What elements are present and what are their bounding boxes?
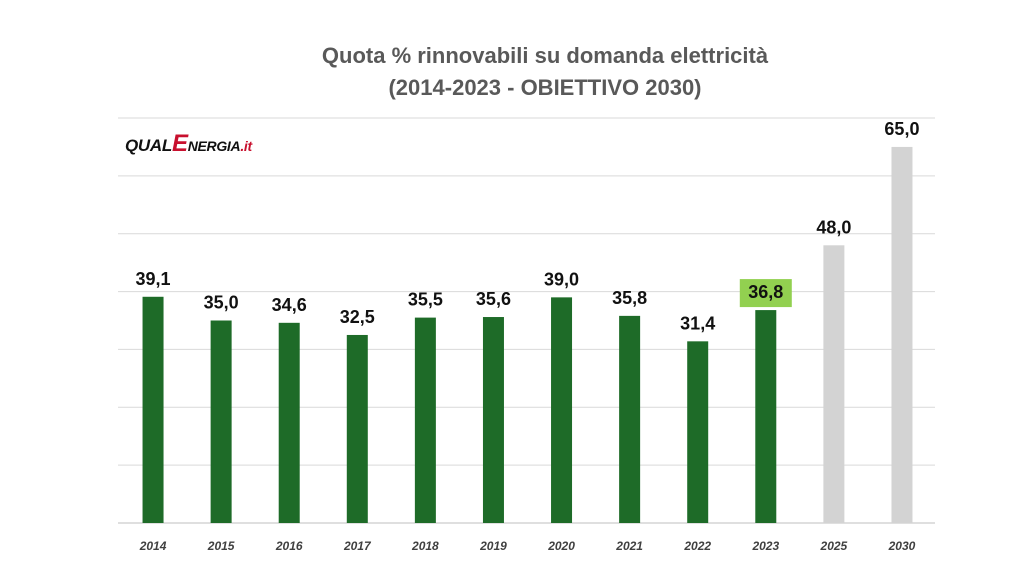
value-label-2019: 35,6 [476, 289, 511, 309]
x-tick-label-2020: 2020 [547, 539, 575, 553]
chart-title-line2: (2014-2023 - OBIETTIVO 2030) [388, 75, 702, 100]
value-label-2016: 34,6 [272, 295, 307, 315]
value-label-2021: 35,8 [612, 288, 647, 308]
bar-2014 [142, 296, 164, 523]
x-tick-label-2018: 2018 [411, 539, 439, 553]
bar-2023 [755, 310, 777, 523]
x-tick-label-2023: 2023 [751, 539, 779, 553]
value-label-2025: 48,0 [816, 217, 851, 237]
bar-2021 [619, 315, 641, 523]
x-tick-label-2030: 2030 [888, 539, 916, 553]
value-label-highlight-bg [739, 279, 792, 308]
qualenergia-logo: QUALENERGIA.it [125, 130, 252, 157]
chart-title-line1: Quota % rinnovabili su domanda elettrici… [321, 43, 769, 68]
value-label-2015: 35,0 [204, 293, 239, 313]
x-tick-label-2022: 2022 [683, 539, 711, 553]
bar-2030 [891, 146, 913, 523]
bar-2018 [414, 317, 436, 523]
bar-2015 [210, 320, 232, 523]
bar-2025 [823, 245, 845, 524]
value-label-2020: 39,0 [544, 269, 579, 289]
x-tick-label-2015: 2015 [207, 539, 235, 553]
value-label-2018: 35,5 [408, 290, 443, 310]
x-tick-label-2014: 2014 [139, 539, 167, 553]
bar-2016 [278, 322, 300, 523]
chart-title: Quota % rinnovabili su domanda elettrici… [0, 40, 1024, 104]
value-label-2023: 36,8 [748, 282, 783, 302]
bar-2020 [551, 297, 573, 523]
x-tick-label-2016: 2016 [275, 539, 303, 553]
value-label-2017: 32,5 [340, 307, 375, 327]
x-tick-label-2017: 2017 [343, 539, 372, 553]
x-tick-label-2021: 2021 [615, 539, 643, 553]
value-label-2014: 39,1 [136, 269, 171, 289]
x-tick-label-2019: 2019 [479, 539, 507, 553]
bar-2017 [346, 334, 368, 523]
bar-2022 [687, 341, 709, 523]
bar-2019 [482, 317, 504, 523]
value-label-2022: 31,4 [680, 313, 715, 333]
x-tick-label-2025: 2025 [820, 539, 848, 553]
value-label-2030: 65,0 [884, 119, 919, 139]
